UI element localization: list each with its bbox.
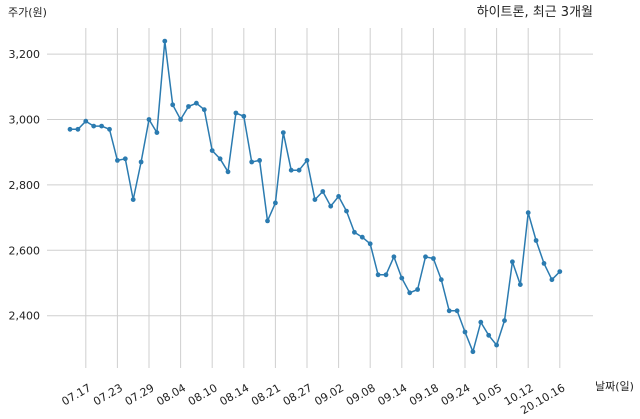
data-point: [178, 117, 184, 122]
data-point: [170, 102, 176, 108]
data-point: [320, 189, 326, 194]
data-point: [280, 130, 286, 136]
data-point: [478, 319, 484, 325]
data-point: [375, 272, 381, 278]
data-point: [391, 254, 397, 260]
y-tick-label: 2,400: [9, 310, 41, 323]
data-point: [470, 349, 476, 355]
x-tick-label: 09.24: [439, 381, 473, 408]
x-tick-label: 08.10: [186, 381, 220, 408]
data-point: [344, 208, 349, 214]
y-tick-label: 3,200: [9, 48, 41, 61]
data-point: [383, 272, 389, 278]
data-point: [328, 203, 334, 209]
series-line: [67, 38, 563, 355]
x-tick-label: 07.17: [60, 381, 94, 408]
data-point: [517, 282, 523, 287]
data-point: [107, 126, 112, 132]
data-point: [359, 234, 365, 240]
x-tick-label: 07.23: [91, 381, 125, 408]
data-point: [75, 126, 81, 132]
data-point: [525, 210, 531, 216]
data-point: [336, 194, 341, 199]
data-point: [510, 259, 515, 265]
data-point: [115, 158, 120, 163]
data-point: [122, 156, 128, 162]
data-point: [265, 218, 270, 224]
x-tick-label: 08.04: [154, 381, 188, 408]
data-point: [186, 104, 191, 109]
x-tick-label: 09.14: [376, 381, 410, 408]
data-point: [209, 148, 215, 154]
data-point: [352, 229, 357, 235]
data-point: [533, 238, 539, 243]
y-axis: 2,400 2,600 2,800 3,000 3,200: [9, 48, 41, 323]
x-tick-label: 10.05: [470, 381, 504, 408]
data-point: [146, 117, 152, 122]
data-point: [446, 308, 452, 314]
data-point: [273, 200, 278, 206]
x-tick-label: 07.29: [123, 381, 157, 408]
data-point: [138, 159, 144, 165]
x-axis-title: 날짜(일): [595, 379, 634, 393]
data-point: [486, 332, 492, 338]
data-point: [549, 277, 555, 283]
grid: [47, 28, 593, 368]
data-point: [91, 123, 97, 129]
data-point: [296, 167, 302, 173]
data-point: [407, 290, 413, 296]
data-point: [494, 342, 499, 348]
data-point: [454, 308, 460, 314]
data-point: [304, 158, 310, 163]
data-point: [438, 277, 444, 283]
x-tick-label: 09.02: [312, 381, 346, 408]
data-point: [162, 38, 168, 44]
data-point: [249, 159, 255, 165]
data-point: [241, 113, 247, 119]
data-point: [367, 241, 373, 247]
data-point: [154, 130, 160, 136]
data-point: [257, 158, 262, 163]
data-point: [462, 329, 468, 335]
data-point: [399, 275, 405, 281]
data-point: [83, 118, 89, 124]
data-point: [201, 107, 207, 113]
chart-title: 하이트론, 최근 3개월: [477, 5, 593, 20]
data-point: [194, 100, 199, 106]
x-tick-label: 09.18: [407, 381, 441, 408]
data-point: [233, 110, 239, 116]
price-line: [70, 40, 561, 353]
data-point: [557, 269, 563, 274]
data-point: [312, 197, 318, 203]
x-tick-label: 09.08: [344, 381, 378, 408]
x-tick-label: 08.27: [281, 381, 315, 408]
data-point: [67, 126, 73, 132]
x-tick-label: 08.14: [218, 381, 252, 408]
data-point: [288, 167, 294, 173]
y-tick-label: 2,600: [9, 244, 41, 257]
y-axis-title: 주가(원): [8, 6, 47, 19]
data-point: [415, 287, 420, 292]
data-point: [502, 318, 507, 323]
y-tick-label: 2,800: [9, 179, 41, 192]
data-point: [130, 197, 136, 203]
data-point: [217, 156, 223, 162]
x-axis: 07.1707.2307.2908.0408.1008.1408.2108.27…: [60, 381, 568, 417]
data-point: [431, 256, 436, 261]
y-tick-label: 3,000: [9, 114, 41, 127]
data-point: [99, 123, 104, 129]
data-point: [423, 254, 428, 260]
data-point: [541, 261, 547, 266]
x-tick-label: 08.21: [249, 381, 283, 408]
data-point: [225, 169, 231, 175]
